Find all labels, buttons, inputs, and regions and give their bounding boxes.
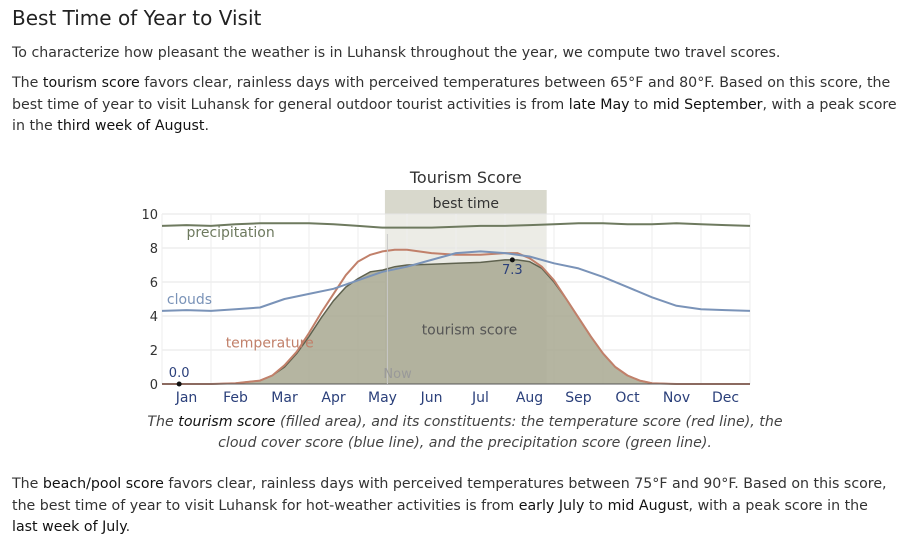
series-label-precipitation: precipitation <box>187 225 275 241</box>
intro-paragraph: To characterize how pleasant the weather… <box>12 45 781 61</box>
best-time-end: mid September <box>652 96 763 113</box>
x-tick-label-oct: Oct <box>615 390 640 406</box>
x-tick-label-jun: Jun <box>420 390 443 406</box>
best-time-start: late May <box>568 96 630 113</box>
chart-title: Tourism Score <box>409 168 522 187</box>
x-tick-label-jan: Jan <box>175 390 198 406</box>
chart-caption: The tourism score (filled area), and its… <box>147 414 783 451</box>
series-label-tourism-score: tourism score <box>422 323 518 339</box>
x-tick-label-mar: Mar <box>271 390 298 406</box>
x-tick-label-feb: Feb <box>223 390 248 406</box>
y-tick-label: 4 <box>150 310 158 325</box>
annotation-dot <box>176 381 182 387</box>
beach-time-end: mid August <box>607 497 689 514</box>
tourism-score-paragraph: The tourism score favors clear, rainless… <box>12 75 897 134</box>
x-tick-label-apr: Apr <box>321 390 345 406</box>
best-time-label: best time <box>433 196 499 212</box>
annotation-dot <box>509 257 515 263</box>
x-tick-label-sep: Sep <box>565 390 592 406</box>
page-heading: Best Time of Year to Visit <box>12 6 262 30</box>
x-tick-label-may: May <box>368 390 397 406</box>
y-tick-label: 2 <box>150 344 158 359</box>
now-marker-label: Now <box>383 367 412 382</box>
y-tick-label: 8 <box>150 242 158 257</box>
annotation-label: 7.3 <box>502 263 523 278</box>
precipitation-line <box>161 222 751 229</box>
y-tick-label: 10 <box>141 208 158 223</box>
beach-peak-time: last week of July <box>12 519 126 535</box>
peak-time: third week of August <box>57 118 205 134</box>
tourism-score-term: tourism score <box>42 75 140 91</box>
temperature-line <box>162 248 750 385</box>
tourism-score-chart: best time Tourism Score 0 2 4 6 8 10 Now Jan Feb Ma… <box>141 168 751 406</box>
plot-area: best time Tourism Score 0 2 4 6 8 10 Now Jan Feb Ma… <box>141 168 751 406</box>
y-tick-label: 0 <box>150 378 158 393</box>
best-time-header <box>384 190 547 214</box>
x-tick-label-dec: Dec <box>712 390 739 406</box>
beach-score-paragraph: The beach/pool score favors clear, rainl… <box>12 476 887 535</box>
series-label-temperature: temperature <box>226 335 314 351</box>
annotation-label: 0.0 <box>169 366 190 381</box>
beach-score-term: beach/pool score <box>42 476 164 492</box>
x-tick-label-nov: Nov <box>663 390 690 406</box>
tourism-score-area <box>162 259 750 384</box>
x-tick-label-jul: Jul <box>471 390 489 406</box>
caption-tourism-term: tourism score <box>178 414 276 430</box>
x-tick-label-aug: Aug <box>516 390 543 406</box>
y-tick-label: 6 <box>150 276 158 291</box>
clouds-line <box>161 250 751 312</box>
series-label-clouds: clouds <box>167 292 212 308</box>
beach-time-start: early July <box>518 497 585 514</box>
